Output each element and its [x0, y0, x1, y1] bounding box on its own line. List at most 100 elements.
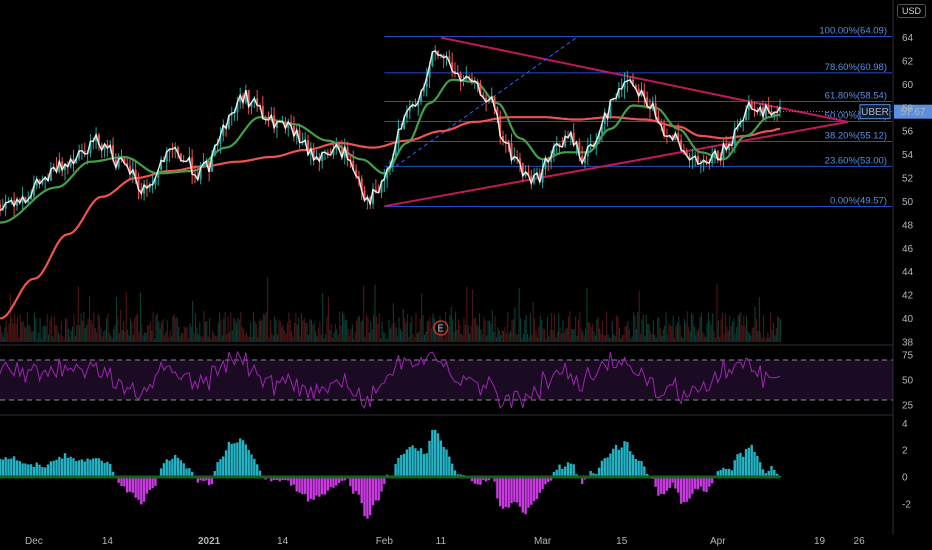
histogram-bar — [405, 449, 409, 478]
time-axis-tick[interactable]: Dec — [25, 536, 43, 547]
time-axis-tick[interactable]: 11 — [436, 536, 447, 547]
histogram-bar — [414, 448, 417, 478]
histogram-bar — [360, 477, 363, 504]
volume-bar — [435, 328, 437, 342]
candle-body — [637, 88, 640, 97]
candle-body — [374, 189, 377, 192]
volume-bar — [70, 330, 72, 342]
fib-level-label: 50.00%(56.83) — [825, 111, 887, 122]
volume-bar — [56, 325, 58, 342]
candle-body — [63, 164, 66, 170]
volume-bar — [238, 319, 240, 342]
volume-bar — [158, 321, 160, 342]
volume-bar — [450, 306, 452, 342]
candle-body — [261, 105, 264, 119]
volume-bar — [568, 316, 570, 342]
candle-body — [312, 148, 315, 160]
volume-bar — [483, 316, 485, 342]
fib-level-label: 78.60%(60.98) — [825, 62, 887, 73]
last-price-value[interactable]: 57.67 — [900, 107, 925, 118]
volume-bar — [25, 327, 27, 342]
histogram-bar — [80, 459, 84, 478]
earnings-marker[interactable] — [433, 320, 449, 336]
volume-bar — [221, 335, 223, 342]
volume-bar — [480, 329, 482, 342]
triangle-lower-trendline[interactable] — [384, 120, 848, 208]
candle-body — [496, 107, 499, 116]
time-axis-tick[interactable]: 26 — [854, 536, 866, 547]
histogram-bar — [595, 474, 598, 478]
candle-body — [123, 158, 126, 164]
histogram-bar — [148, 477, 151, 491]
last-price-badge[interactable] — [894, 104, 932, 119]
volume-bar — [517, 334, 519, 342]
time-axis-tick[interactable]: Apr — [710, 536, 726, 547]
candle-body — [663, 125, 666, 136]
volume-bar — [552, 330, 554, 342]
candle-body — [550, 156, 553, 163]
time-axis-tick[interactable]: 14 — [277, 536, 289, 547]
volume-bar — [272, 335, 274, 342]
volume-bar — [197, 334, 199, 342]
volume-bar — [654, 334, 656, 342]
currency-badge[interactable]: USD — [896, 4, 926, 18]
symbol-label[interactable]: UBER — [861, 107, 889, 118]
volume-bar — [357, 316, 359, 342]
candle-body — [307, 140, 310, 155]
volume-bar — [14, 314, 16, 342]
time-axis-tick[interactable]: 14 — [102, 536, 114, 547]
candle-body — [165, 151, 168, 162]
volume-bar — [370, 321, 372, 342]
volume-bar — [750, 335, 752, 342]
volume-bar — [40, 338, 43, 342]
volume-bar — [548, 336, 550, 342]
volume-bar — [688, 327, 690, 342]
volume-bar — [113, 329, 115, 342]
candle-body — [242, 95, 245, 103]
time-axis-tick[interactable]: 2021 — [198, 536, 221, 547]
histogram-bar — [15, 460, 19, 478]
time-axis-tick[interactable]: Mar — [534, 536, 552, 547]
volume-bar — [120, 310, 122, 342]
candle-body — [199, 167, 202, 180]
histogram-bar — [109, 463, 112, 478]
earnings-marker-label[interactable]: E — [438, 324, 445, 335]
histogram-bar — [710, 477, 714, 484]
candle-body — [4, 202, 7, 209]
candle-body — [448, 56, 451, 63]
volume-bar — [630, 338, 632, 342]
volume-bar — [673, 338, 676, 342]
dashed-trendline[interactable] — [395, 37, 577, 167]
histogram-bar — [236, 442, 239, 478]
histogram-bar — [284, 477, 287, 481]
volume-bar — [637, 312, 639, 342]
histogram-bar — [320, 477, 324, 495]
volume-bar — [696, 330, 698, 342]
volume-bar — [169, 329, 171, 342]
volume-bar — [449, 315, 451, 342]
histogram-bar — [600, 460, 604, 478]
volume-bar — [0, 325, 2, 342]
symbol-badge[interactable] — [859, 104, 891, 120]
volume-bar — [679, 325, 681, 342]
price-axis-tick: 48 — [902, 220, 914, 231]
histogram-bar — [94, 458, 98, 478]
candle-body — [518, 158, 521, 164]
volume-bar — [590, 326, 592, 342]
volume-bar — [286, 322, 288, 342]
time-axis-tick[interactable]: Feb — [376, 536, 394, 547]
histogram-bar — [24, 463, 27, 478]
histogram-bar — [493, 477, 496, 482]
volume-bar — [97, 313, 99, 342]
volume-bar — [729, 315, 731, 342]
rsi-axis-tick: 25 — [902, 401, 914, 412]
time-axis-tick[interactable]: 19 — [814, 536, 826, 547]
histogram-bar — [233, 443, 236, 478]
histogram-bar — [660, 477, 663, 494]
candle-body — [493, 96, 496, 108]
histogram-bar — [696, 477, 700, 490]
volume-bar — [519, 318, 522, 342]
histogram-bar — [63, 453, 67, 478]
time-axis-tick[interactable]: 15 — [616, 536, 628, 547]
